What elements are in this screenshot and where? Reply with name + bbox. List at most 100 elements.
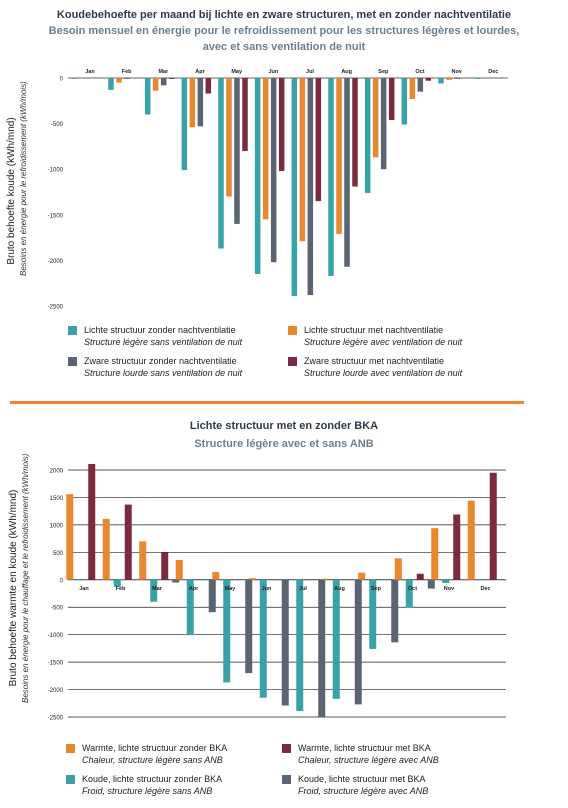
bar (296, 579, 304, 711)
x-tick-label: Sep (371, 586, 382, 592)
bar (181, 78, 188, 171)
legend-swatch (66, 744, 75, 753)
x-tick-label: Dec (480, 586, 490, 592)
bar (124, 504, 132, 580)
bar (281, 579, 289, 706)
x-tick-label: Jun (262, 586, 272, 592)
y-tick-label: 1000 (50, 523, 64, 529)
bar (446, 78, 452, 80)
bar (372, 78, 379, 158)
bar (262, 78, 269, 220)
x-tick-label: Feb (116, 586, 126, 592)
bar (478, 579, 486, 581)
x-tick-label: Apr (195, 69, 205, 75)
chart1-subtitle-line1: Besoin mensuel en énergie pour le refroi… (48, 25, 520, 37)
bar (453, 514, 461, 580)
y-tick-label: 0 (60, 578, 64, 584)
bar (405, 579, 413, 608)
y-tick-label: 0 (60, 77, 64, 83)
bar (88, 463, 96, 580)
bar (425, 78, 432, 81)
y-tick-label: 2000 (50, 469, 64, 475)
bar (369, 579, 377, 649)
x-tick-label: Jul (299, 586, 307, 592)
bar (328, 78, 334, 276)
x-tick-label: Nov (451, 69, 462, 75)
bar (234, 78, 240, 224)
legend-label-fr: Structure légère avec ventilation de nui… (304, 337, 463, 347)
bar (168, 78, 175, 79)
legend-label-fr: Chaleur, structure légère sans ANB (82, 755, 223, 765)
legend-label: Lichte structuur met nachtventilatie (304, 325, 444, 335)
bar (388, 78, 395, 120)
x-tick-label: Jul (306, 69, 314, 75)
legend-label-fr: Chaleur, structure légère avec ANB (298, 755, 439, 765)
x-tick-label: Aug (341, 69, 352, 75)
bar (442, 579, 450, 584)
y-tick-label: -2000 (48, 688, 64, 694)
legend-label-fr: Structure lourde sans ventilation de nui… (84, 368, 243, 378)
section-divider (10, 401, 524, 404)
bar (175, 560, 183, 580)
y-tick-label: -2500 (48, 305, 64, 311)
bar (242, 78, 248, 151)
legend-swatch (68, 326, 77, 335)
x-tick-label: Aug (334, 586, 345, 592)
bar (336, 78, 342, 234)
legend-swatch (282, 744, 291, 753)
bar (152, 78, 159, 91)
legend-label-fr: Structure lourde avec ventilation de nui… (304, 368, 463, 378)
bar (394, 558, 402, 580)
bar (218, 78, 224, 249)
bar (113, 579, 121, 587)
y-tick-label: -2500 (48, 716, 64, 722)
legend-label-fr: Structure légère sans ventilation de nui… (84, 337, 243, 347)
bar (278, 78, 285, 172)
bar (205, 78, 212, 94)
x-tick-label: Feb (122, 69, 132, 75)
bar (364, 78, 371, 193)
bar (254, 78, 261, 275)
chart1-subtitle-line2: avec et sans ventilation de nuit (202, 41, 366, 53)
y-tick-label: -500 (51, 606, 64, 612)
y-tick-label: 500 (53, 551, 64, 557)
x-tick-label: Jan (79, 586, 89, 592)
bar (454, 78, 460, 79)
legend-label: Koude, lichte structuur zonder BKA (82, 774, 223, 784)
x-tick-label: Mar (158, 69, 169, 75)
legend-swatch (288, 326, 297, 335)
bar (409, 78, 416, 99)
bar (71, 78, 78, 79)
bar (358, 572, 366, 580)
bar (352, 78, 358, 187)
legend-swatch (68, 357, 77, 366)
chart1-title: Koudebehoefte per maand bij lichte en zw… (56, 9, 512, 21)
chart2-subtitle: Structure légère avec et sans ANB (194, 438, 374, 450)
bar (150, 579, 158, 602)
bar (354, 579, 362, 705)
legend-label: Zware structuur met nachtventilatie (304, 356, 445, 366)
x-tick-label: Apr (189, 586, 199, 592)
bar (307, 78, 314, 296)
bar (315, 78, 322, 202)
bar (172, 579, 180, 583)
bar (380, 78, 387, 170)
bar (299, 78, 306, 242)
bar (108, 78, 114, 90)
bar (321, 578, 329, 580)
chart1-plot: 0 -500 -1000 -1500 -2000 -2500 Jan Feb Mar Apr May… (48, 69, 508, 311)
bar (431, 528, 439, 580)
bar (186, 579, 194, 636)
bar (144, 78, 151, 115)
legend-label: Zware structuur zonder nachtventilatie (84, 356, 237, 366)
bar (248, 578, 256, 580)
x-tick-label: Sep (378, 69, 389, 75)
bar (318, 579, 326, 717)
bar (427, 579, 435, 589)
x-tick-label: Mar (152, 586, 163, 592)
bar (391, 579, 399, 643)
chart2-title: Lichte structuur met en zonder BKA (189, 420, 379, 432)
legend-label: Koude, lichte structuur met BKA (298, 774, 426, 784)
legend-label: Warmte, lichte structuur met BKA (298, 743, 431, 753)
